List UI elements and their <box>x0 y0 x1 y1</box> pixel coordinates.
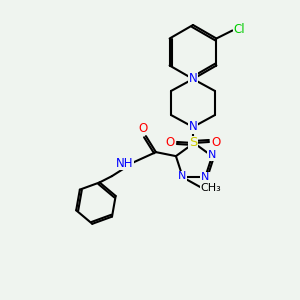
Text: N: N <box>189 121 197 134</box>
Text: CH₃: CH₃ <box>200 183 221 194</box>
Text: N: N <box>178 171 186 182</box>
Text: Cl: Cl <box>234 23 245 36</box>
Text: O: O <box>138 122 148 135</box>
Text: O: O <box>212 136 220 148</box>
Text: O: O <box>165 136 175 148</box>
Text: N: N <box>208 150 216 160</box>
Text: N: N <box>189 73 197 85</box>
Text: NH: NH <box>116 157 134 169</box>
Text: S: S <box>189 136 197 149</box>
Text: N: N <box>201 172 209 182</box>
